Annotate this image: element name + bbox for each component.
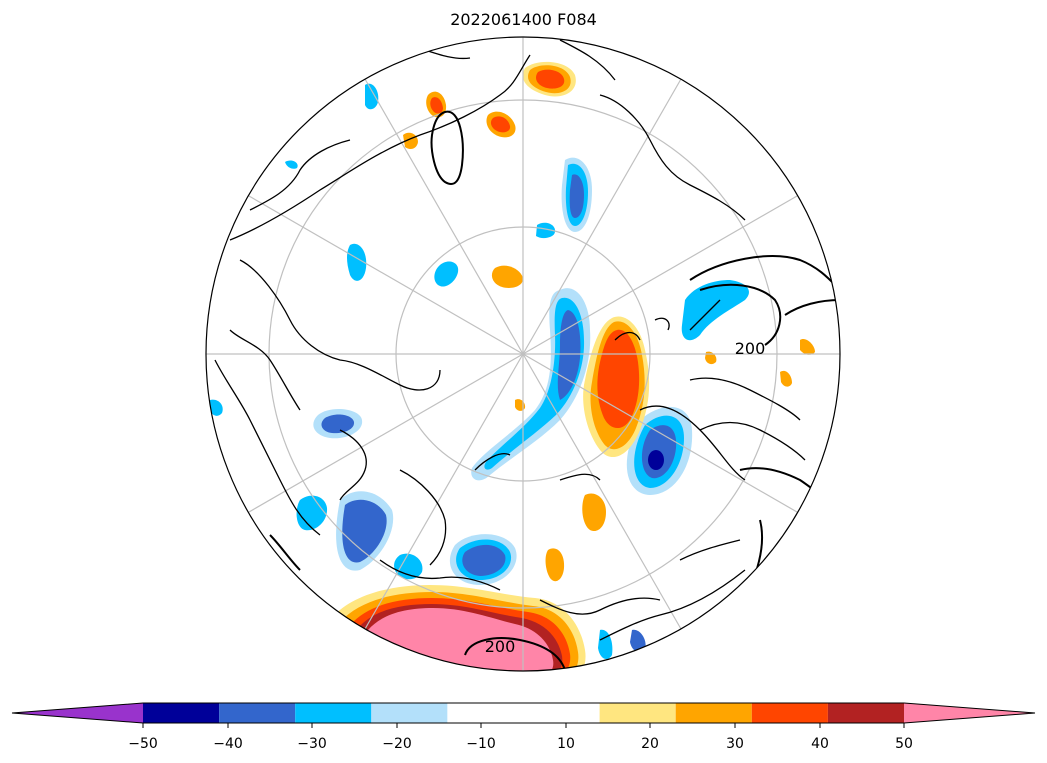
colorbar-bin-6: [599, 703, 676, 723]
colorbar-tick-label: −50: [128, 736, 158, 752]
map-boundary: [205, 36, 841, 672]
positive-anomaly-small-8: [705, 351, 717, 365]
negative-anomaly-small-4: [296, 495, 328, 531]
polar-stereographic-map: 200 200: [205, 36, 841, 672]
positive-anomaly-north-3-strong: [430, 97, 443, 114]
colorbar-bin-10: [904, 703, 1035, 723]
colorbar-bin-2: [219, 703, 296, 723]
colorbar-tick-label: −30: [297, 736, 327, 752]
colorbar-tick-label: 10: [557, 736, 575, 752]
colorbar-bin-8: [751, 703, 828, 723]
colorbar-bins: [11, 702, 1036, 724]
negative-anomaly-small-7: [365, 83, 379, 110]
positive-anomaly-small-3: [545, 548, 565, 582]
positive-anomaly-north-2-strong: [490, 116, 511, 133]
colorbar-bin-7: [675, 703, 752, 723]
positive-anomaly-small-6: [800, 339, 815, 355]
map-title: 2022061400 F084: [450, 10, 597, 29]
colorbar-tick-label: 20: [641, 736, 659, 752]
colorbar-bin-4: [371, 703, 448, 723]
colorbar-bin-5: [447, 703, 600, 723]
negative-anomaly-small-1: [434, 261, 459, 287]
positive-anomaly-small-1: [491, 265, 524, 288]
negative-anomaly-east-max: [648, 450, 664, 470]
anomaly-shading: [210, 61, 815, 671]
colorbar-tick-label: 30: [726, 736, 744, 752]
negative-anomaly-southwest-core: [342, 499, 387, 563]
contour-label-east: 200: [735, 339, 766, 358]
colorbar-tick-label: 40: [811, 736, 829, 752]
colorbar-bin-3: [295, 703, 372, 723]
positive-anomaly-small-2: [582, 493, 606, 532]
negative-anomaly-small-10: [630, 629, 646, 653]
graticule: [206, 37, 840, 671]
colorbar-bin-1: [143, 703, 220, 723]
negative-anomaly-small-11: [285, 160, 298, 169]
negative-anomaly-small-5: [681, 280, 750, 341]
colorbar-ticks: −50 −40 −30 −20 −10 10 20 30 40 50: [128, 723, 913, 752]
colorbar-tick-label: −10: [466, 736, 496, 752]
negative-anomaly-band-core: [484, 297, 585, 470]
negative-anomaly-small-2: [536, 222, 556, 239]
negative-anomaly-north-strong: [569, 174, 584, 218]
colorbar-bin-0: [12, 703, 143, 723]
negative-anomaly-west-core: [321, 414, 355, 434]
colorbar-tick-label: 50: [895, 736, 913, 752]
colorbar-tick-label: −20: [382, 736, 412, 752]
coastlines: [214, 39, 806, 641]
positive-anomaly-small-7: [780, 370, 792, 387]
negative-anomaly-small-9: [598, 629, 613, 660]
negative-anomaly-small-8: [210, 399, 223, 416]
map-content: 200 200: [206, 37, 840, 671]
contour-label-south: 200: [485, 637, 516, 656]
colorbar-tick-label: −40: [213, 736, 243, 752]
positive-anomaly-north-1-strong: [536, 69, 565, 89]
negative-anomaly-small-3: [347, 243, 367, 281]
negative-anomaly-south-strong: [462, 544, 506, 576]
colorbar-bin-9: [827, 703, 904, 723]
